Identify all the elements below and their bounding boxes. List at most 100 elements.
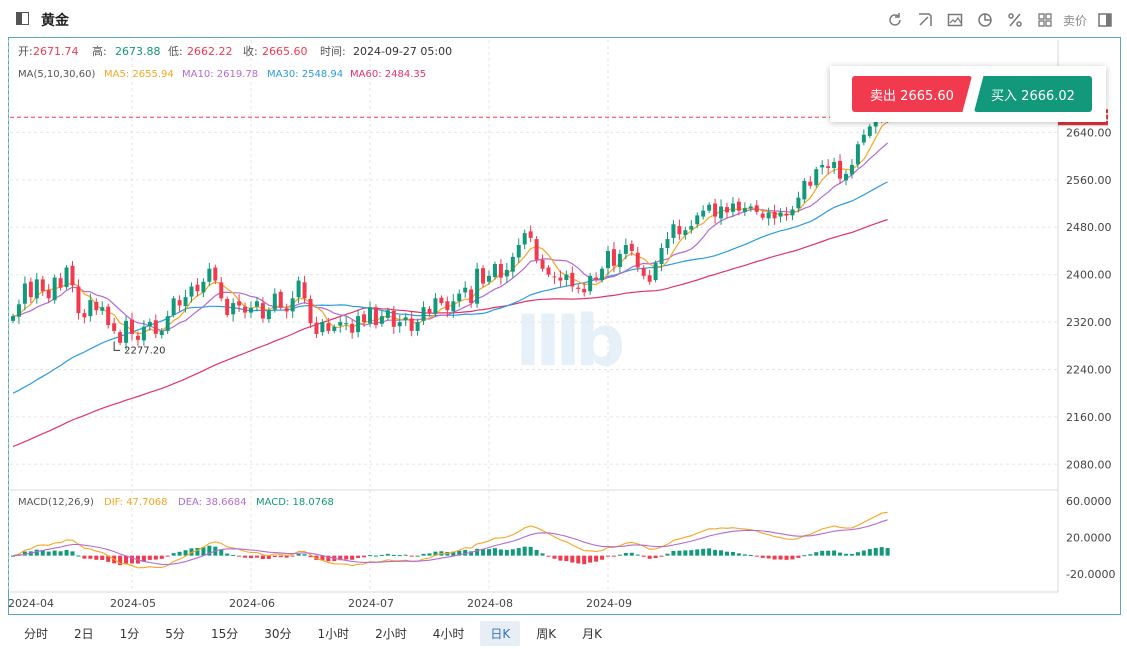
candle — [635, 246, 640, 272]
macd-bar — [314, 555, 319, 561]
candle-body — [409, 318, 414, 331]
y-tick-5: 2240.00 — [1066, 363, 1112, 376]
macd-bar — [82, 555, 87, 559]
macd-bar — [844, 553, 848, 556]
sidebar-toggle-icon[interactable] — [16, 12, 29, 25]
draw-tool-icon[interactable] — [913, 11, 937, 29]
period-tab-8[interactable]: 4小时 — [432, 626, 465, 641]
macd-bar — [778, 555, 783, 560]
candle — [70, 261, 75, 293]
macd-bar — [88, 555, 93, 559]
macd-bar — [695, 549, 700, 556]
period-tab-3[interactable]: 5分 — [165, 626, 185, 641]
candle-body — [147, 322, 152, 327]
candle — [249, 301, 253, 318]
macd-bar — [22, 551, 27, 556]
candle — [570, 266, 575, 292]
macd-bar — [260, 555, 265, 560]
period-tab-10[interactable]: 周K — [536, 626, 557, 641]
header: 黄金 卖价 — [0, 0, 1127, 38]
grid-icon[interactable] — [1033, 11, 1057, 29]
candle-body — [570, 272, 575, 287]
macd-bar — [671, 551, 676, 556]
candle-body — [600, 268, 605, 280]
candle-body — [647, 275, 652, 282]
candle-body — [284, 308, 289, 312]
candle — [606, 246, 610, 276]
candle — [373, 304, 378, 329]
candle-body — [713, 203, 718, 217]
panel-icon[interactable] — [1093, 11, 1117, 29]
macd-bar — [153, 555, 158, 560]
candle — [243, 302, 248, 319]
candle — [659, 243, 664, 272]
macd-bar — [885, 548, 890, 556]
candle — [683, 226, 688, 240]
candle-body — [606, 250, 610, 269]
period-tab-4[interactable]: 15分 — [210, 626, 239, 641]
candle — [171, 295, 176, 318]
candle — [695, 212, 700, 228]
macd-bar — [677, 550, 682, 556]
period-tab-11[interactable]: 月K — [582, 626, 603, 641]
macd-bar — [427, 553, 432, 556]
macd-bar — [802, 555, 807, 557]
candle — [368, 301, 372, 328]
period-tab-5[interactable]: 30分 — [264, 626, 292, 641]
candle-body — [546, 267, 551, 275]
macd-bar — [106, 555, 111, 562]
percent-icon[interactable] — [1003, 11, 1027, 29]
candle — [451, 294, 456, 318]
image-icon[interactable] — [943, 11, 967, 29]
candle-body — [457, 293, 462, 302]
candle — [855, 141, 860, 168]
x-tick-1: 2024-05 — [110, 597, 156, 610]
candle — [272, 288, 277, 313]
candle-body — [314, 322, 319, 334]
candle — [326, 317, 331, 334]
macd-bar — [861, 550, 866, 556]
candle-body — [867, 126, 872, 136]
refresh-icon[interactable] — [883, 11, 907, 29]
sell-button[interactable]: 卖出 2665.60 — [852, 76, 972, 112]
macd-bar — [201, 547, 206, 556]
candle-body — [296, 280, 301, 298]
candle — [124, 316, 129, 350]
candle — [302, 275, 307, 304]
period-tab-9[interactable]: 日K — [480, 620, 521, 646]
candle-body — [855, 144, 860, 165]
period-tab-2[interactable]: 1分 — [119, 626, 140, 641]
candle — [671, 220, 676, 244]
x-tick-2: 2024-06 — [229, 597, 275, 610]
candle-body — [70, 265, 75, 286]
candle — [504, 262, 509, 283]
macd-bar — [504, 549, 509, 556]
candle — [320, 319, 325, 336]
dea-line — [12, 519, 888, 566]
candle-body — [838, 160, 843, 179]
macd-bar — [528, 546, 533, 556]
sell-price-toggle[interactable]: 卖价 — [1062, 13, 1087, 28]
candle-body — [171, 298, 176, 315]
macd-bar — [46, 551, 51, 556]
period-tab-7[interactable]: 2小时 — [375, 626, 407, 641]
candle — [266, 307, 271, 323]
period-tab-6[interactable]: 1小时 — [317, 626, 350, 641]
macd-bar — [237, 555, 242, 557]
candle-body — [385, 310, 390, 318]
buy-button[interactable]: 买入 2666.02 — [974, 76, 1092, 112]
macd-bar — [611, 555, 616, 557]
candle — [141, 320, 146, 346]
period-tab-0[interactable]: 分时 — [24, 626, 49, 641]
period-tab-1[interactable]: 2日 — [74, 626, 94, 641]
candle-body — [623, 245, 628, 254]
candle-body — [338, 322, 343, 326]
macd-bar — [373, 555, 378, 557]
candle-body — [76, 286, 81, 314]
candle — [766, 207, 771, 226]
candle-body — [326, 323, 331, 331]
candle — [469, 285, 474, 308]
pie-icon[interactable] — [973, 11, 997, 29]
candle-body — [641, 268, 646, 276]
